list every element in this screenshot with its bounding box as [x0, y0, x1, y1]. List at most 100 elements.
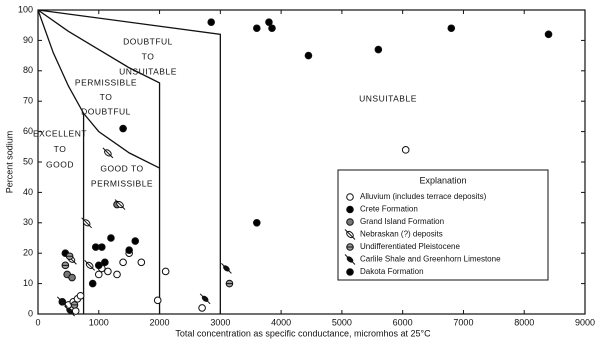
marker-slash: [64, 305, 75, 317]
data-point: [161, 267, 170, 276]
x-tick-label: 6000: [393, 317, 413, 327]
x-tick-label: 0: [35, 317, 40, 327]
region-label: DOUBTFUL: [81, 106, 131, 116]
marker-shape: [252, 24, 261, 33]
data-point: [221, 263, 232, 274]
legend-box: [337, 169, 549, 281]
legend-title: Explanation: [419, 175, 466, 185]
marker-shape: [265, 18, 273, 26]
marker-shape: [346, 268, 354, 276]
marker-shape: [107, 234, 115, 242]
x-tick-label: 5000: [332, 317, 352, 327]
y-tick-label: 50: [23, 156, 33, 166]
region-label: TO: [142, 51, 155, 61]
data-point: [88, 279, 97, 288]
data-point: [137, 258, 146, 267]
data-point: [98, 243, 106, 251]
marker-slash: [56, 296, 68, 308]
data-point: [114, 199, 126, 210]
data-point: [252, 24, 261, 33]
y-tick-label: 10: [23, 278, 33, 288]
marker-shape: [119, 124, 127, 133]
y-tick-label: 60: [23, 126, 33, 136]
region-label: GOOD TO: [100, 163, 143, 173]
data-point: [304, 51, 313, 60]
region-label: DOUBTFUL: [123, 36, 173, 46]
legend-marker: [346, 218, 354, 226]
region-label: EXCELLENT: [33, 128, 87, 138]
marker-shape: [544, 30, 553, 39]
marker-shape: [125, 246, 133, 254]
data-point: [94, 261, 103, 270]
y-axis-label: Percent sodium: [4, 131, 14, 194]
marker-shape: [131, 237, 140, 245]
data-point: [544, 30, 553, 39]
legend-marker: [346, 205, 354, 214]
y-tick-label: 40: [23, 187, 33, 197]
legend-label: Nebraskan (?) deposits: [360, 230, 443, 239]
y-tick-label: 0: [28, 308, 33, 318]
marker-shape: [346, 218, 354, 226]
y-tick-label: 90: [23, 35, 33, 45]
data-point: [374, 45, 383, 54]
region-label: GOOD: [46, 159, 74, 169]
data-point: [76, 291, 85, 300]
data-point: [207, 18, 216, 26]
legend-marker: [346, 243, 354, 251]
marker-shape: [304, 51, 313, 60]
data-point: [153, 296, 162, 305]
data-point: [84, 260, 96, 271]
data-point: [56, 296, 68, 308]
marker-shape: [207, 18, 216, 26]
legend-label: Grand Island Formation: [360, 217, 444, 226]
region-label: PERMISSIBLE: [91, 178, 153, 188]
data-point: [65, 252, 74, 261]
data-point: [64, 305, 75, 317]
x-tick-label: 9000: [575, 317, 595, 327]
x-tick-label: 7000: [453, 317, 473, 327]
data-point: [447, 24, 456, 33]
marker-shape: [88, 279, 97, 288]
x-axis-label: Total concentration as specific conducta…: [175, 328, 431, 338]
region-label: UNSUITABLE: [359, 93, 417, 103]
marker-shape: [447, 24, 456, 33]
data-point: [401, 146, 410, 154]
region-label: UNSUITABLE: [119, 66, 177, 76]
data-point: [119, 124, 127, 133]
x-tick-label: 3000: [210, 317, 230, 327]
marker-slash: [221, 263, 232, 274]
y-tick-label: 70: [23, 96, 33, 106]
data-point: [102, 147, 114, 159]
marker-shape: [401, 146, 410, 154]
legend-marker: [344, 229, 356, 240]
marker-shape: [104, 267, 112, 276]
marker-slash: [199, 293, 211, 305]
marker-shape: [101, 258, 109, 267]
region-label: TO: [54, 144, 67, 154]
legend-label: Crete Formation: [360, 205, 418, 214]
data-point: [119, 258, 127, 267]
marker-shape: [268, 24, 276, 33]
class-boundary: [37, 9, 161, 314]
data-point: [101, 258, 109, 267]
data-point: [198, 304, 206, 312]
marker-slash: [344, 229, 356, 240]
legend-label: Undifferentiated Pleistocene: [360, 242, 460, 251]
marker-shape: [252, 219, 261, 227]
data-point: [252, 219, 261, 227]
marker-shape: [346, 205, 354, 214]
data-point: [104, 267, 112, 276]
data-point: [70, 301, 79, 309]
class-boundary: [37, 9, 221, 314]
legend-label: Dakota Formation: [360, 267, 424, 276]
x-tick-label: 2000: [150, 317, 170, 327]
legend-marker: [344, 254, 356, 265]
x-tick-label: 8000: [514, 317, 534, 327]
legend-label: Carlile Shale and Greenhorn Limestone: [360, 255, 501, 264]
data-point: [225, 279, 234, 288]
marker-shape: [374, 45, 383, 54]
y-tick-label: 100: [18, 4, 33, 14]
marker-shape: [119, 258, 127, 267]
marker-shape: [71, 307, 80, 315]
